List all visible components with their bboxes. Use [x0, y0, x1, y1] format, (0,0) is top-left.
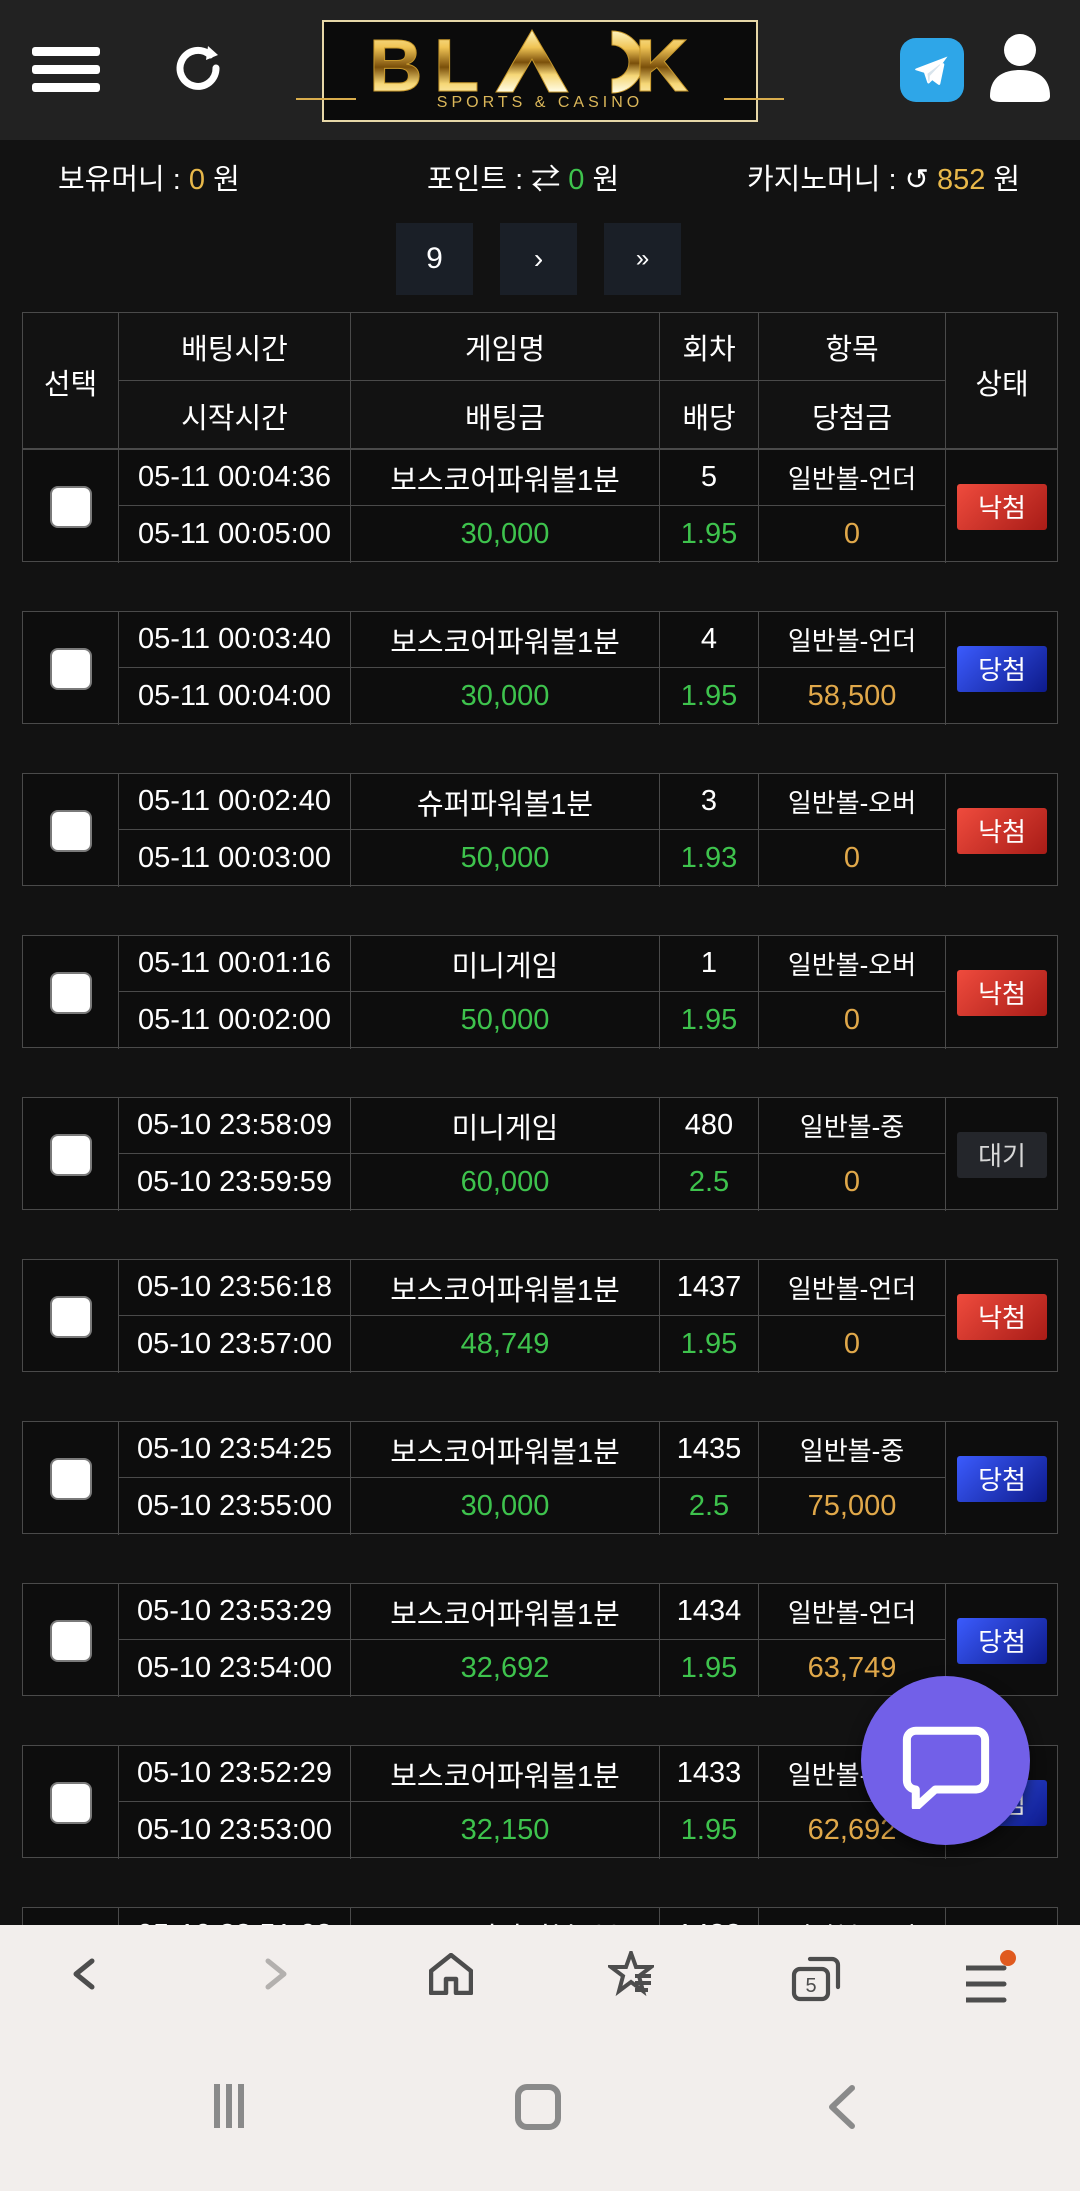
- svg-text:5: 5: [805, 1975, 816, 1997]
